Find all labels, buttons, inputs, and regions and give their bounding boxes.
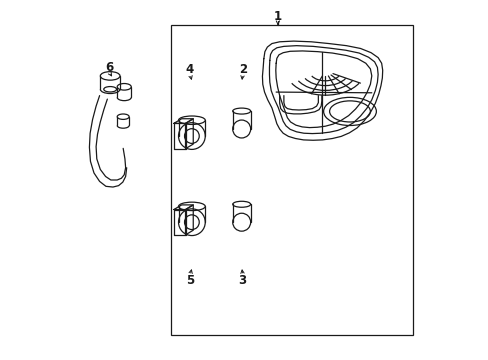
Text: 3: 3	[238, 274, 246, 287]
Text: 1: 1	[273, 10, 282, 23]
Text: 6: 6	[105, 61, 113, 74]
Bar	[170, 25, 412, 335]
Text: 4: 4	[185, 63, 194, 76]
Text: 5: 5	[185, 274, 194, 287]
Text: 2: 2	[238, 63, 246, 76]
